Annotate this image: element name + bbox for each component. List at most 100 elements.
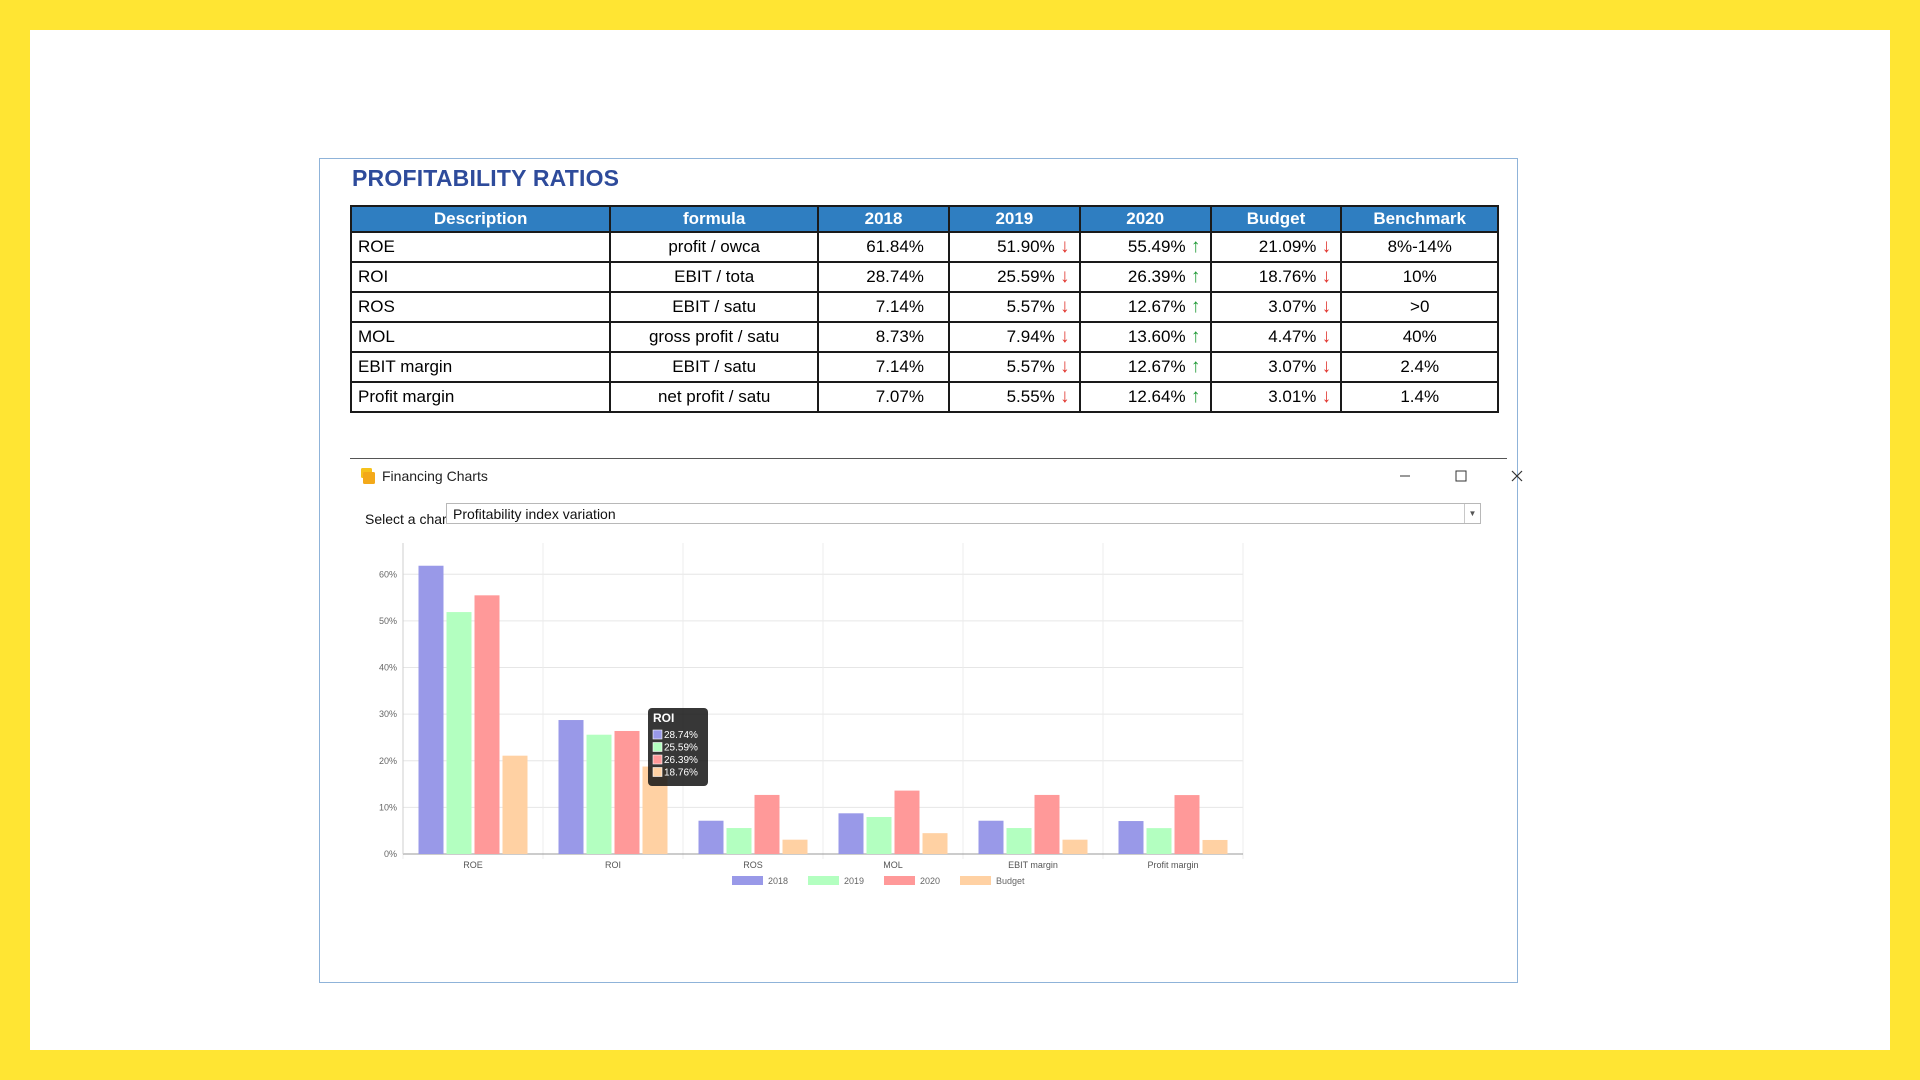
arrow-up-icon: ↑ [1190, 236, 1201, 257]
cell-2019: 5.57% ↓ [947, 291, 1081, 323]
bar [894, 790, 920, 854]
maximize-button[interactable] [1438, 461, 1484, 491]
ratios-table: Description formula 2018 2019 2020 Budge… [349, 205, 1499, 413]
cell-formula-value: EBIT / satu [672, 297, 757, 316]
cell-description: ROE [349, 231, 612, 263]
cell-description-value: Profit margin [358, 387, 455, 406]
cell-2019-value: 5.57% [1006, 357, 1055, 376]
col-header-formula: formula [609, 205, 820, 233]
cell-2018-value: 7.07% [875, 387, 924, 406]
arrow-down-icon: ↓ [1321, 236, 1332, 257]
tooltip-swatch [652, 742, 663, 752]
bar [866, 816, 892, 854]
bar [726, 828, 752, 854]
window-titlebar[interactable]: Financing Charts [350, 459, 1523, 493]
legend-swatch [808, 876, 839, 885]
cell-2019-value: 5.55% [1006, 387, 1055, 406]
cell-2020-value: 12.64% [1127, 387, 1186, 406]
bar [558, 720, 584, 854]
cell-2019-value: 25.59% [997, 267, 1055, 286]
cell-description: Profit margin [349, 381, 612, 413]
arrow-down-icon: ↓ [1321, 266, 1332, 287]
cell-budget: 3.07% ↓ [1209, 351, 1343, 383]
cell-formula: gross profit / satu [609, 321, 820, 353]
cell-2020: 26.39% ↑ [1078, 261, 1212, 293]
cell-budget-value: 3.07% [1268, 297, 1317, 316]
y-tick-label: 10% [379, 802, 397, 812]
cell-2020-value: 12.67% [1127, 357, 1186, 376]
cell-formula: profit / owca [609, 231, 820, 263]
cell-2019-value: 51.90% [997, 237, 1055, 256]
minimize-button[interactable] [1382, 461, 1428, 491]
bar [922, 833, 948, 854]
x-tick-label: ROE [463, 860, 483, 870]
tooltip-swatch [652, 767, 663, 777]
y-tick-label: 40% [379, 663, 397, 673]
tooltip-box [648, 708, 708, 786]
cell-formula-value: net profit / satu [657, 387, 771, 406]
y-tick-label: 50% [379, 616, 397, 626]
folder-icon [361, 468, 375, 484]
financing-charts-window: Financing Charts Select a chart Profitab… [350, 458, 1523, 969]
cell-2018-value: 8.73% [875, 327, 924, 346]
y-tick-label: 0% [384, 849, 397, 859]
legend-label: 2019 [844, 876, 864, 886]
cell-formula-value: EBIT / satu [672, 357, 757, 376]
cell-2020-value: 26.39% [1127, 267, 1186, 286]
legend-label: Budget [996, 876, 1025, 886]
x-tick-label: ROS [743, 860, 763, 870]
cell-benchmark-value: 2.4% [1400, 357, 1440, 376]
cell-2019: 7.94% ↓ [947, 321, 1081, 353]
cell-budget: 3.01% ↓ [1209, 381, 1343, 413]
cell-2020: 12.67% ↑ [1078, 291, 1212, 323]
tooltip-line: 28.74% [664, 730, 698, 741]
arrow-down-icon: ↓ [1060, 356, 1070, 377]
cell-2018: 7.07% [817, 381, 950, 413]
cell-benchmark: 40% [1340, 321, 1499, 353]
bar [586, 734, 612, 854]
bar [614, 730, 640, 854]
bar [978, 820, 1004, 854]
chart-select-dropdown[interactable]: Profitability index variation ▼ [446, 503, 1481, 524]
arrow-down-icon: ↓ [1321, 326, 1332, 347]
cell-description: ROI [349, 261, 612, 293]
col-header-description: Description [349, 205, 612, 233]
bar [1062, 839, 1088, 854]
cell-2019: 25.59% ↓ [947, 261, 1081, 293]
col-header-2019: 2019 [947, 205, 1081, 233]
tooltip-swatch [652, 729, 663, 740]
y-tick-label: 30% [379, 709, 397, 719]
bar [698, 820, 724, 854]
cell-budget: 3.07% ↓ [1209, 291, 1343, 323]
cell-benchmark-value: 40% [1402, 327, 1437, 346]
maximize-icon [1455, 470, 1467, 482]
arrow-down-icon: ↓ [1321, 356, 1332, 377]
arrow-down-icon: ↓ [1060, 326, 1070, 347]
cell-benchmark: 8%-14% [1340, 231, 1499, 263]
x-tick-label: MOL [883, 860, 903, 870]
cell-2018-value: 7.14% [875, 297, 924, 316]
cell-benchmark: 10% [1340, 261, 1499, 293]
bar [446, 612, 472, 854]
table-row: Profit margin net profit / satu 7.07% 5.55%… [349, 381, 1499, 413]
arrow-down-icon: ↓ [1060, 236, 1070, 257]
table-row: EBIT margin EBIT / satu 7.14% 5.57% ↓ 12.67% ↑… [349, 351, 1499, 383]
col-header-2018: 2018 [817, 205, 950, 233]
cell-budget: 18.76% ↓ [1209, 261, 1343, 293]
chevron-down-icon[interactable]: ▼ [1464, 504, 1480, 523]
cell-benchmark: 2.4% [1340, 351, 1499, 383]
arrow-down-icon: ↓ [1060, 386, 1070, 407]
cell-formula-value: profit / owca [668, 237, 760, 256]
x-tick-label: ROI [605, 860, 621, 870]
cell-benchmark-value: 10% [1402, 267, 1437, 286]
col-header-budget: Budget [1209, 205, 1343, 233]
x-tick-label: Profit margin [1147, 860, 1198, 870]
bar [1146, 828, 1172, 854]
close-button[interactable] [1494, 461, 1540, 491]
cell-formula: EBIT / satu [609, 291, 820, 323]
cell-2018: 7.14% [817, 351, 950, 383]
cell-2020: 13.60% ↑ [1078, 321, 1212, 353]
bar [1202, 839, 1228, 854]
arrow-up-icon: ↑ [1190, 266, 1201, 287]
cell-2018-value: 28.74% [866, 267, 924, 286]
